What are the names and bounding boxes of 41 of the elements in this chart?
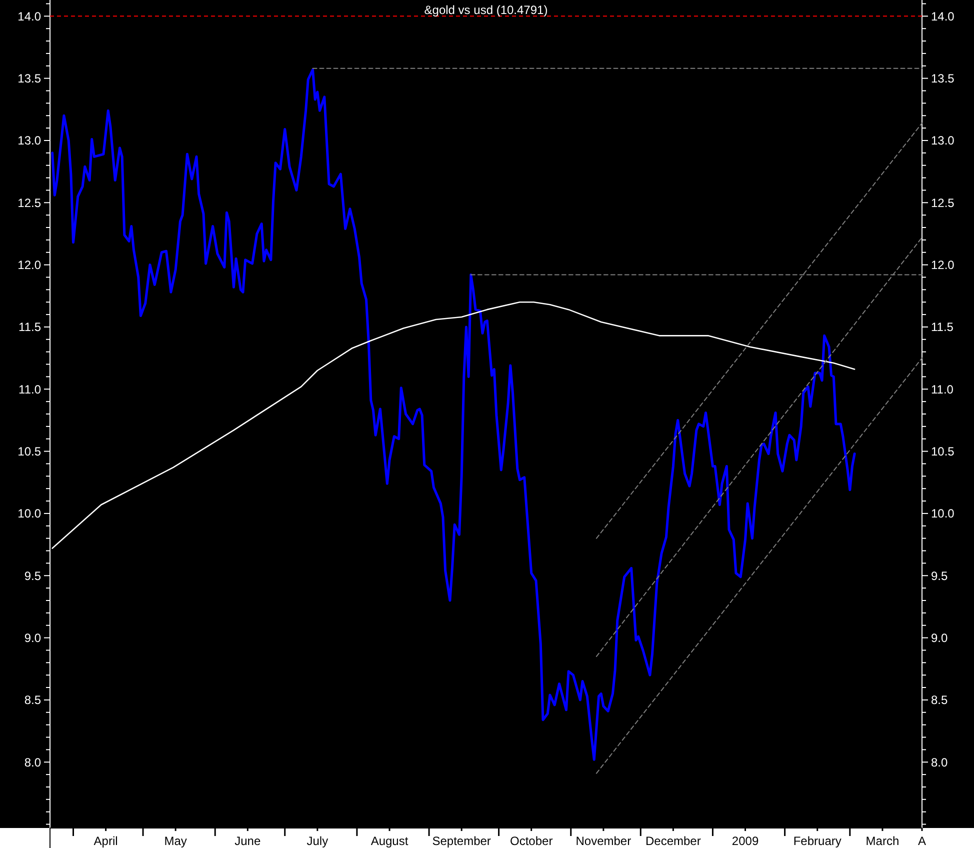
- y-tick-label: 14.0: [18, 9, 42, 24]
- y2-tick-label: 8.5: [931, 693, 948, 708]
- x-tick-label: June: [234, 834, 261, 848]
- x-tick-label: April: [94, 834, 118, 848]
- y-tick-label: 13.5: [18, 72, 42, 86]
- x-tick-label: September: [432, 834, 491, 848]
- x-tick-label: May: [164, 834, 187, 848]
- y-tick-label: 12.0: [18, 258, 42, 272]
- x-tick-label: December: [646, 834, 701, 848]
- y2-tick-label: 9.5: [931, 568, 948, 583]
- x-tick-label: February: [793, 834, 842, 848]
- y2-tick-label: 9.0: [931, 630, 948, 645]
- x-tick-label: A: [918, 834, 926, 848]
- y-tick-label: 8.5: [24, 693, 42, 708]
- y-tick-label: 9.0: [24, 630, 42, 645]
- y2-tick-label: 8.0: [931, 755, 948, 770]
- y2-tick-label: 13.5: [931, 72, 955, 86]
- y-tick-label: 10.0: [18, 506, 42, 521]
- y-tick-label: 10.5: [18, 444, 42, 458]
- y2-tick-label: 10.0: [931, 506, 955, 521]
- line-series: [51, 68, 856, 761]
- x-tick-label: July: [306, 834, 328, 848]
- y2-tick-label: 12.5: [931, 196, 955, 210]
- chart-title: &gold vs usd (10.4791): [424, 3, 548, 17]
- y-tick-label: 8.0: [24, 755, 42, 770]
- y2-tick-label: 10.5: [931, 444, 955, 458]
- y2-tick-label: 12.0: [931, 258, 955, 272]
- y2-tick-label: 11.5: [931, 320, 954, 334]
- y-tick-label: 13.0: [18, 134, 42, 148]
- y2-tick-label: 13.0: [931, 134, 955, 148]
- y-tick-label: 11.5: [18, 320, 42, 334]
- y-tick-label: 11.0: [18, 382, 42, 396]
- x-tick-label: November: [576, 834, 632, 848]
- y2-tick-label: 14.0: [931, 9, 955, 24]
- x-tick-label: March: [866, 834, 900, 848]
- y2-tick-label: 11.0: [931, 382, 954, 396]
- x-tick-label: August: [370, 834, 409, 848]
- x-tick-label: October: [510, 834, 553, 848]
- y-tick-label: 12.5: [18, 196, 42, 210]
- y-tick-label: 9.5: [24, 568, 42, 583]
- x-tick-label: 2009: [732, 834, 759, 848]
